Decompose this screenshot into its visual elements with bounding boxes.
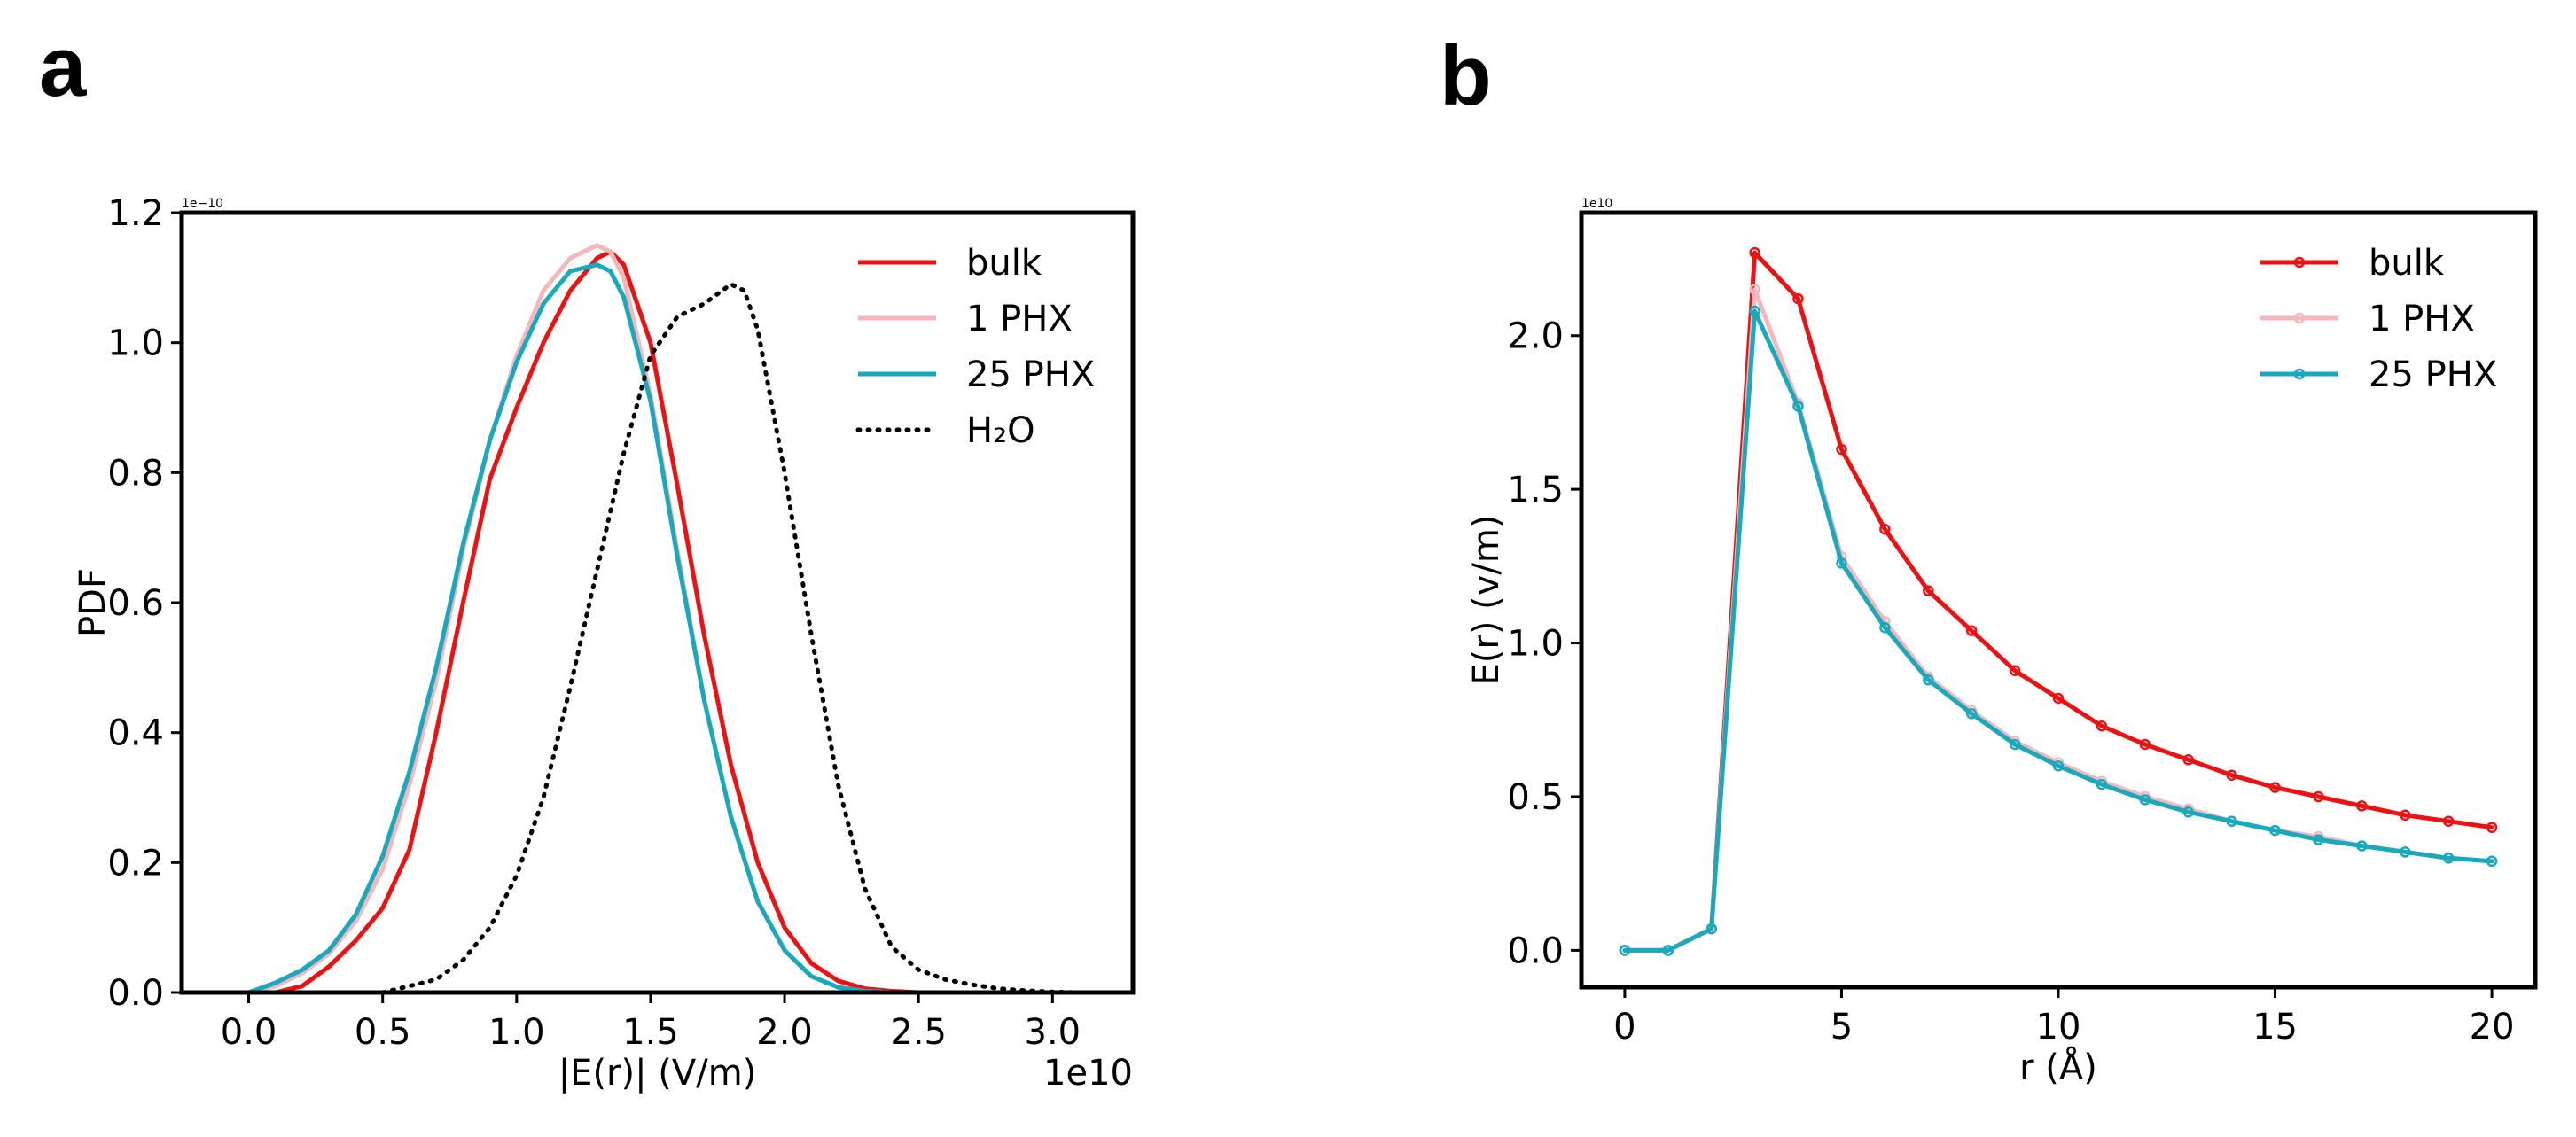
chart-b-series-bulk-point (2486, 822, 2498, 833)
panel-b-label: b (1440, 28, 1492, 123)
chart-b-series-bulk-point (2400, 809, 2411, 822)
chart-b-series-25-phx-point (2269, 824, 2281, 837)
chart-b-y-axis-label: E(r) (v/m) (1466, 515, 1507, 686)
chart-b-legend: bulk 1 PHX 25 PHX (2260, 243, 2497, 395)
chart-b-x-tick-label: 5 (1831, 1007, 1853, 1047)
chart-b-series-bulk-point (2269, 782, 2281, 793)
chart-b-series-bulk-point (2356, 800, 2368, 812)
chart-a-x-axis-label: |E(r)| (V/m) (558, 1053, 757, 1094)
chart-a-legend-label-1-phx: 1 PHX (966, 299, 1073, 339)
chart-b-series-bulk-point (1792, 292, 1804, 305)
chart-b-series-25-phx-point (2226, 815, 2237, 827)
chart-b-y-offset-label: 1e10 (1581, 197, 1612, 211)
chart-a-series-bulk-line (273, 249, 921, 995)
chart-b-legend-label-1-phx: 1 PHX (2369, 299, 2475, 339)
chart-b-field-profile: 0 5 10 15 20 0.0 0.5 1.0 1.5 2.0 r (Å) E(r) (v/m) 1e… (1466, 197, 2538, 1088)
chart-a-x-tick-label: 3.0 (1025, 1012, 1081, 1053)
chart-a-series-h-o-line (380, 282, 1081, 995)
chart-b-series-bulk-point (1923, 585, 1934, 596)
chart-a-y-tick-label: 0.0 (107, 973, 164, 1014)
chart-a-legend: bulk 1 PHX 25 PHX H₂O (855, 243, 1095, 451)
chart-b-series-25-phx-point (2400, 846, 2411, 858)
chart-b-y-tick-label: 1.5 (1507, 470, 1564, 510)
chart-a-legend-label-bulk: bulk (966, 243, 1042, 284)
chart-a-legend-label-h-o: H₂O (966, 410, 1035, 451)
chart-a-y-offset-label: 1e−10 (182, 197, 223, 211)
chart-b-series-bulk-point (1836, 443, 1847, 456)
chart-a-y-axis-label: PDF (73, 568, 113, 637)
chart-a-x-tick-label: 2.0 (756, 1012, 813, 1053)
chart-b-series-bulk-point (1879, 523, 1891, 535)
chart-b-series-25-phx-point (2356, 840, 2368, 852)
chart-b-series-25-phx-point (1706, 923, 1717, 935)
chart-b-series-25-phx-point (2052, 760, 2065, 772)
chart-b-series-bulk-point (2009, 665, 2021, 677)
chart-b-series-bulk-point (2226, 769, 2237, 781)
chart-a-x-tick-label: 0.0 (221, 1012, 277, 1053)
panel-a-label: a (39, 19, 87, 114)
chart-a-y-tick-label: 0.2 (107, 843, 164, 884)
chart-b-y-tick-label: 2.0 (1507, 316, 1564, 357)
chart-a-x-tick-label: 1.5 (622, 1012, 679, 1053)
chart-b-series-bulk-point (2442, 815, 2455, 827)
chart-a-series-25-phx-line (246, 262, 894, 995)
chart-b-series-25-phx-line (1622, 308, 2494, 953)
chart-b-legend-marker-25-phx (2293, 368, 2306, 380)
chart-b-x-axis-label: r (Å) (2019, 1046, 2097, 1088)
chart-a-legend-label-25-phx: 25 PHX (966, 354, 1095, 395)
chart-b-legend-label-bulk: bulk (2369, 243, 2445, 284)
chart-b-x-tick-label: 10 (2036, 1007, 2081, 1047)
chart-b-series-25-phx-point (2313, 834, 2324, 845)
chart-b-series-bulk-point (1749, 246, 1760, 259)
chart-b-series-1-phx-point (1749, 284, 1760, 295)
chart-a-y-tick-label: 0.6 (107, 583, 164, 624)
chart-b-series-25-phx-point (1879, 621, 1891, 634)
chart-b-legend-marker-1-phx (2293, 312, 2306, 324)
chart-b-series-25-phx-point (1749, 305, 1760, 317)
chart-b-y-tick-label: 0.5 (1507, 777, 1564, 818)
chart-b-series-bulk-point (1965, 625, 1978, 636)
chart-a-x-offset-label: 1e10 (1043, 1053, 1133, 1094)
chart-b-legend-marker-bulk (2293, 256, 2306, 269)
chart-b-series-bulk-point (2182, 754, 2194, 766)
chart-b-series-25-phx-point (1792, 401, 1804, 412)
chart-b-series-bulk-line (1622, 250, 2494, 953)
chart-b-x-tick-label: 0 (1613, 1007, 1635, 1047)
chart-a-y-tick-label: 1.0 (107, 323, 164, 364)
chart-b-series-25-phx-point (1836, 557, 1847, 569)
chart-b-series-25-phx-point (1619, 945, 1631, 956)
chart-b-series-bulk-point (2052, 692, 2065, 705)
chart-a-x-tick-label: 2.5 (890, 1012, 947, 1053)
chart-a-y-tick-label: 0.4 (107, 713, 164, 754)
chart-b-series-25-phx-point (1923, 674, 1934, 686)
chart-a-x-tick-label: 1.0 (488, 1012, 545, 1053)
chart-b-series-25-phx-point (2442, 853, 2455, 864)
chart-a-pdf: 0.0 0.5 1.0 1.5 2.0 2.5 3.0 0.0 0.2 0.4 0.6 0.8 1.0 1… (73, 193, 1136, 1094)
chart-a-y-tick-label: 0.8 (107, 453, 164, 494)
chart-b-series-25-phx-point (2009, 738, 2021, 751)
chart-b-series-25-phx-point (2182, 806, 2194, 818)
chart-b-y-tick-label: 0.0 (1507, 931, 1564, 971)
chart-b-y-tick-label: 1.0 (1507, 624, 1564, 665)
chart-b-series-25-phx-point (1662, 945, 1674, 956)
chart-b-x-tick-label: 15 (2252, 1007, 2298, 1047)
chart-b-series-bulk-point (2313, 790, 2324, 803)
chart-b-series-bulk-point (2096, 720, 2108, 732)
chart-b-series-25-phx-point (2096, 778, 2108, 790)
chart-b-series-bulk-point (2139, 738, 2151, 751)
chart-b-series-25-phx-point (2139, 794, 2151, 806)
chart-b-legend-label-25-phx: 25 PHX (2369, 354, 2497, 395)
chart-b-series-25-phx-point (2486, 855, 2498, 868)
chart-b-series-25-phx-point (1965, 708, 1978, 720)
chart-a-series-1-phx-line (246, 243, 894, 995)
chart-b-x-tick-label: 20 (2470, 1007, 2515, 1047)
chart-a-y-tick-label: 1.2 (107, 193, 164, 234)
chart-a-x-tick-label: 0.5 (355, 1012, 411, 1053)
